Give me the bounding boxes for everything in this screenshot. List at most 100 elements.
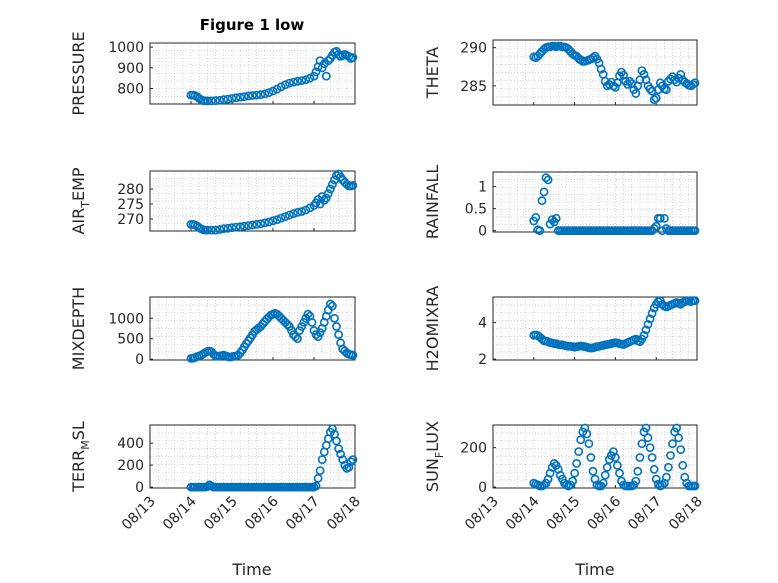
data-point — [272, 215, 282, 224]
data-point — [309, 71, 319, 81]
data-point — [319, 195, 329, 205]
data-point — [211, 225, 220, 235]
data-point — [348, 53, 358, 62]
data-point — [674, 433, 683, 443]
data-point — [651, 221, 661, 231]
y-axis-label: TERRMSL — [69, 421, 92, 493]
data-point — [231, 222, 241, 232]
data-point — [584, 439, 594, 449]
data-point — [539, 187, 549, 197]
data-point — [348, 350, 358, 360]
x-tick-label: 08/18 — [666, 494, 706, 534]
data-point — [256, 219, 266, 229]
data-point — [264, 217, 274, 227]
data-point — [586, 453, 596, 462]
y-tick-label: 290 — [460, 41, 487, 57]
data-point — [639, 70, 649, 79]
data-point — [276, 213, 286, 223]
data-point — [327, 301, 337, 311]
data-point — [332, 322, 341, 331]
data-point — [551, 213, 561, 223]
y-tick-label: 0 — [478, 224, 487, 240]
data-point — [570, 468, 579, 478]
data-point — [633, 466, 643, 476]
y-axis-label: H2OMIXRA — [423, 286, 442, 372]
data-point — [664, 462, 673, 472]
x-tick-label: 08/17 — [283, 494, 323, 534]
data-point — [227, 223, 237, 233]
data-point — [647, 86, 657, 96]
data-point — [645, 314, 655, 324]
data-point — [625, 76, 635, 86]
data-point — [572, 458, 581, 468]
data-point — [252, 219, 261, 229]
data-point — [276, 82, 286, 92]
axes-box — [149, 170, 356, 232]
data-point — [543, 175, 553, 185]
data-point — [207, 96, 216, 106]
y-tick-label: 1000 — [108, 40, 144, 56]
data-point — [348, 455, 358, 464]
data-point — [280, 80, 290, 90]
data-point — [647, 453, 657, 462]
y-tick-label: 0 — [135, 352, 144, 368]
data-point — [315, 466, 325, 475]
data-point — [631, 476, 641, 486]
y-axis-label: THETA — [423, 47, 442, 99]
data-point — [334, 330, 343, 339]
data-point — [334, 50, 343, 59]
data-point — [219, 224, 229, 233]
y-tick-label: 0 — [478, 480, 487, 496]
data-point — [611, 453, 620, 462]
data-point — [653, 479, 663, 489]
y-tick-label: 500 — [117, 332, 144, 348]
data-point — [268, 86, 278, 96]
data-point — [541, 173, 551, 183]
data-point — [239, 92, 249, 101]
data-point — [690, 78, 700, 88]
data-point — [631, 89, 641, 98]
data-point — [223, 94, 233, 104]
data-point — [660, 213, 669, 223]
data-point — [576, 435, 586, 445]
data-point — [547, 215, 557, 224]
data-point — [598, 478, 608, 488]
axes-box — [149, 42, 356, 105]
y-axis-label: MIXDEPTH — [69, 287, 88, 370]
data-point — [235, 92, 245, 102]
data-point — [662, 85, 671, 95]
subplot-5: 0 500 1000 MIXDEPTH — [69, 287, 358, 370]
data-point — [535, 226, 545, 236]
data-point — [311, 330, 321, 339]
data-point — [596, 64, 606, 74]
y-tick-label: 200 — [460, 441, 487, 457]
figure-title: Figure 1 low — [200, 16, 305, 34]
data-point — [311, 67, 321, 77]
data-point — [690, 296, 700, 306]
data-point — [299, 317, 309, 327]
data-point — [672, 423, 681, 433]
data-point — [202, 482, 212, 491]
data-point — [231, 93, 241, 103]
data-point — [317, 455, 327, 464]
data-point — [260, 218, 270, 228]
data-point — [539, 480, 549, 490]
data-point — [611, 83, 620, 92]
data-point — [600, 470, 610, 480]
data-point — [301, 75, 311, 85]
data-point — [613, 460, 622, 470]
data-point — [645, 84, 655, 94]
y-tick-label: 2 — [478, 352, 487, 368]
x-tick-label: 08/14 — [503, 493, 543, 533]
data-point — [215, 95, 225, 105]
data-point — [649, 95, 659, 104]
data-point — [574, 447, 584, 456]
y-tick-label: 900 — [117, 61, 144, 77]
data-point — [289, 77, 298, 87]
y-tick-label: 800 — [117, 81, 144, 97]
y-tick-label: 1000 — [108, 311, 144, 327]
data-point — [289, 209, 298, 218]
data-point — [202, 225, 212, 235]
